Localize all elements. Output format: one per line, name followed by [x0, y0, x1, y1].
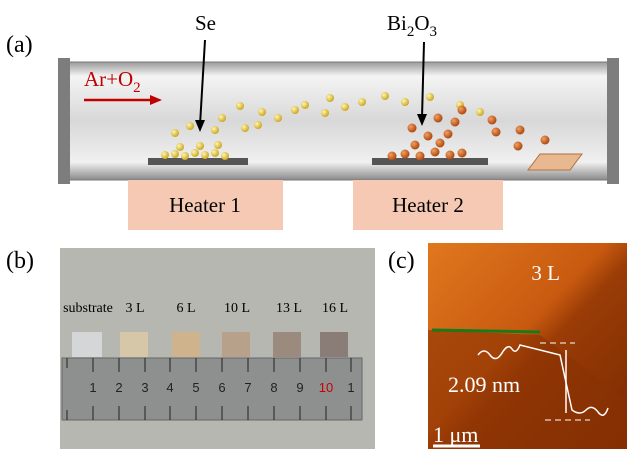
particle [221, 152, 229, 160]
particle [171, 129, 179, 137]
particle [176, 143, 184, 151]
particle [291, 106, 299, 114]
particle [201, 151, 209, 159]
particle [426, 93, 434, 101]
ruler-number: 6 [218, 380, 225, 395]
particle [321, 109, 329, 117]
particle [358, 98, 366, 106]
particle [514, 142, 523, 151]
particle [274, 114, 282, 122]
profile-line [432, 330, 540, 332]
particle [341, 103, 349, 111]
heater-label: Heater 1 [169, 193, 241, 217]
ruler-number: 2 [115, 380, 122, 395]
sample-label: 10 L [224, 301, 250, 316]
particle [301, 101, 309, 109]
particle [211, 149, 219, 157]
particle [214, 141, 222, 149]
particle [326, 94, 334, 102]
particle [388, 152, 397, 161]
particle [436, 139, 445, 148]
tube [66, 62, 611, 180]
sample-label: substrate [63, 301, 113, 316]
particle [451, 118, 460, 127]
ruler-number: 5 [192, 380, 199, 395]
text: O [414, 11, 429, 35]
particle [211, 126, 219, 134]
particle [254, 121, 262, 129]
ruler-number: 10 [319, 380, 333, 395]
sample [172, 332, 200, 357]
particle [186, 122, 194, 130]
ruler [62, 358, 362, 420]
sample [273, 332, 301, 357]
boat [148, 158, 248, 165]
particle [516, 126, 525, 135]
tube-cap [607, 58, 619, 184]
particle [476, 108, 484, 116]
particle [488, 116, 497, 125]
particle [401, 150, 410, 159]
source-label: Bi2O3 [387, 11, 437, 40]
particle [458, 106, 467, 115]
particle [408, 124, 417, 133]
figure: (a) Ar+O2 Se Bi2O3 Heater 1 Heater 2 (b)… [0, 0, 627, 449]
particle [416, 152, 425, 161]
particle [401, 98, 409, 106]
particle [541, 136, 550, 145]
particle [434, 114, 443, 123]
particle [458, 149, 467, 158]
ruler-number: 4 [166, 380, 173, 395]
heater-label: Heater 2 [392, 193, 464, 217]
sample-label: 13 L [276, 301, 302, 316]
particle [431, 148, 440, 157]
particle [424, 132, 433, 141]
ruler-number: 8 [270, 380, 277, 395]
particle [181, 152, 189, 160]
sample-label: 3 L [125, 301, 144, 316]
particle [381, 92, 389, 100]
panel-label: (a) [6, 32, 33, 58]
ruler-number: 3 [141, 380, 148, 395]
sample [72, 332, 102, 357]
particle [218, 114, 226, 122]
subscript: 2 [133, 80, 141, 96]
source-label: Se [195, 11, 216, 35]
text: Ar+O [84, 67, 133, 91]
sample-label: 16 L [322, 301, 348, 316]
particle [171, 150, 179, 158]
panel-label: (b) [6, 248, 34, 274]
particle [492, 128, 501, 137]
sample [222, 332, 250, 357]
ruler-number: 9 [296, 380, 303, 395]
sample [120, 332, 148, 357]
panel-label: (c) [388, 248, 415, 274]
page: (a) Ar+O2 Se Bi2O3 Heater 1 Heater 2 (b)… [0, 0, 627, 449]
sample [320, 332, 348, 357]
particle [196, 142, 204, 150]
particle [411, 141, 420, 150]
particle [236, 102, 244, 110]
thickness-label: 3 L [531, 261, 560, 285]
particle [191, 149, 199, 157]
particle [241, 124, 249, 132]
scale-bar-label: 1 μm [433, 422, 478, 447]
step-height: 2.09 nm [448, 372, 520, 397]
ruler-number: 1 [89, 380, 96, 395]
ruler-number: 7 [244, 380, 251, 395]
particle [446, 151, 455, 160]
text: Bi [387, 11, 407, 35]
particle [444, 130, 453, 139]
sample-label: 6 L [176, 301, 195, 316]
particle [258, 108, 266, 116]
particle [161, 151, 169, 159]
ruler-number: 1 [347, 380, 354, 395]
subscript: 2 [407, 24, 415, 40]
tube-cap [58, 58, 70, 184]
subscript: 3 [430, 24, 438, 40]
